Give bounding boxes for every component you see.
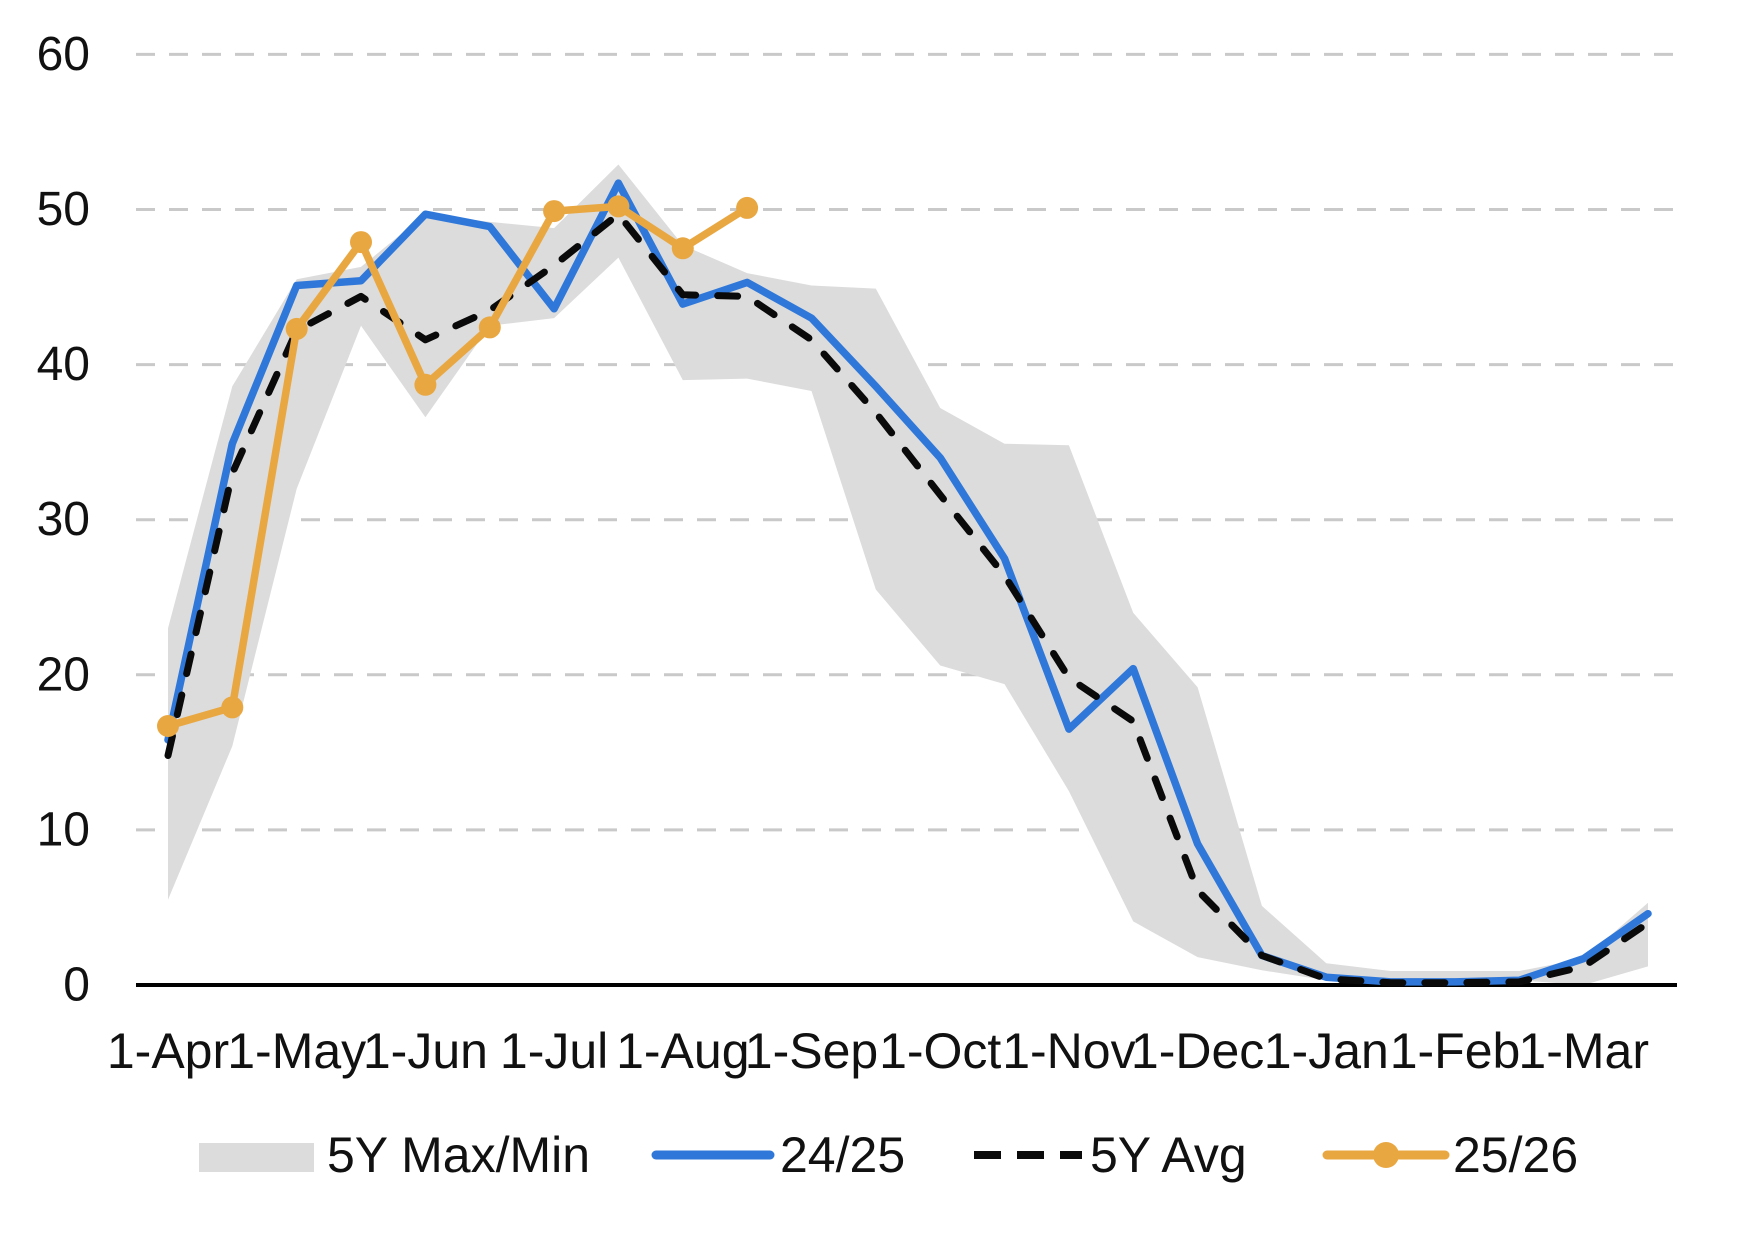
svg-text:1-Apr: 1-Apr xyxy=(107,1023,229,1079)
svg-text:40: 40 xyxy=(37,338,90,391)
svg-text:1-Mar: 1-Mar xyxy=(1518,1023,1649,1079)
svg-text:1-Jun: 1-Jun xyxy=(363,1023,488,1079)
svg-text:20: 20 xyxy=(37,648,90,701)
svg-text:1-Nov: 1-Nov xyxy=(1002,1023,1135,1079)
svg-text:0: 0 xyxy=(63,959,90,1012)
svg-text:1-Feb: 1-Feb xyxy=(1390,1023,1521,1079)
svg-text:5Y Avg: 5Y Avg xyxy=(1090,1127,1247,1183)
svg-text:25/26: 25/26 xyxy=(1453,1127,1578,1183)
svg-text:1-Aug: 1-Aug xyxy=(616,1023,749,1079)
svg-text:1-Dec: 1-Dec xyxy=(1131,1023,1264,1079)
svg-text:1-Oct: 1-Oct xyxy=(879,1023,1001,1079)
svg-text:1-Jul: 1-Jul xyxy=(500,1023,608,1079)
svg-text:24/25: 24/25 xyxy=(780,1127,905,1183)
svg-text:30: 30 xyxy=(37,493,90,546)
svg-text:1-Sep: 1-Sep xyxy=(745,1023,878,1079)
svg-text:1-Jan: 1-Jan xyxy=(1264,1023,1389,1079)
svg-text:1-May: 1-May xyxy=(227,1023,366,1079)
svg-text:60: 60 xyxy=(37,28,90,81)
svg-text:10: 10 xyxy=(37,803,90,856)
svg-text:50: 50 xyxy=(37,183,90,236)
svg-text:5Y Max/Min: 5Y Max/Min xyxy=(327,1127,590,1183)
